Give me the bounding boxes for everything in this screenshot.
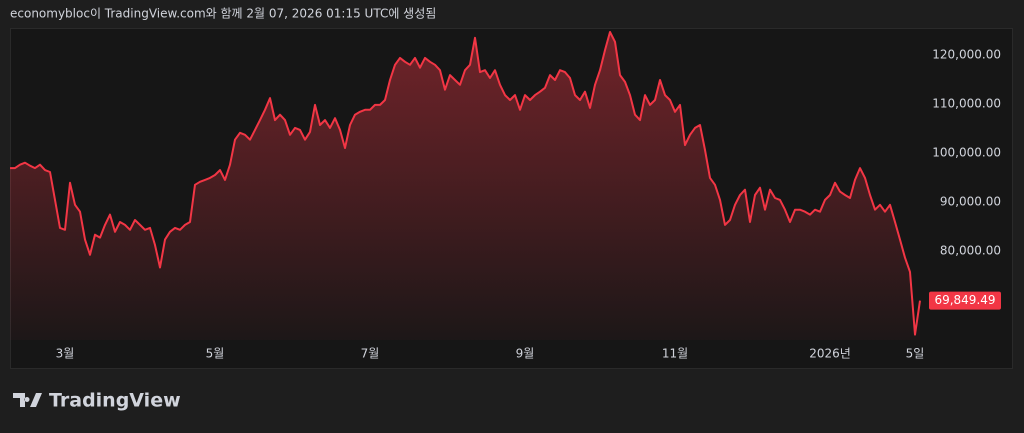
- x-tick-label: 3월: [56, 347, 75, 361]
- header: economybloc이 TradingView.com와 함께 2월 07, …: [10, 7, 436, 21]
- y-tick-label: 90,000.00: [940, 194, 1001, 208]
- y-tick-label: 80,000.00: [940, 243, 1001, 257]
- y-tick-label: 110,000.00: [932, 96, 1001, 110]
- y-tick-label: 120,000.00: [932, 47, 1001, 61]
- x-tick-label: 5일: [906, 347, 925, 361]
- area-fill: [10, 32, 920, 340]
- price-line: [10, 31, 921, 336]
- x-tick-label: 11월: [662, 347, 688, 361]
- x-tick-label: 9월: [516, 347, 535, 361]
- logo-icon: [13, 393, 42, 407]
- y-tick-label: 100,000.00: [932, 145, 1001, 159]
- last-price-label: 69,849.49: [934, 293, 995, 307]
- last-price-box: [929, 291, 1001, 310]
- logo: TradingView: [13, 390, 181, 412]
- logo-text: TradingView: [49, 390, 181, 412]
- x-tick-label: 2026년: [809, 347, 851, 361]
- x-tick-label: 7월: [361, 347, 380, 361]
- x-tick-label: 5월: [206, 347, 225, 361]
